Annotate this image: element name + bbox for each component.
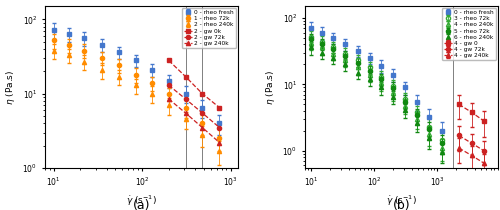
Text: (b): (b) <box>392 199 410 210</box>
X-axis label: $\dot{\gamma}$ (s$^{-1}$): $\dot{\gamma}$ (s$^{-1}$) <box>386 194 416 208</box>
Legend: 0 - rheo fresh, 3 - rheo 72k, 4 - rheo 240k, 5 - rheo 72k, 6 - rheo 240k, 4 - gw: 0 - rheo fresh, 3 - rheo 72k, 4 - rheo 2… <box>442 8 496 60</box>
Legend: 0 - rheo fresh, 1 - rheo 72k, 2 - rheo 240k, 2 - gw 0k, 2 - gw 72k, 2 - gw 240k: 0 - rheo fresh, 1 - rheo 72k, 2 - rheo 2… <box>182 8 236 48</box>
Y-axis label: $\eta$ (Pa.s): $\eta$ (Pa.s) <box>4 70 17 105</box>
Text: (a): (a) <box>132 199 150 210</box>
Y-axis label: $\eta$ (Pa.s): $\eta$ (Pa.s) <box>264 70 277 105</box>
X-axis label: $\dot{\gamma}$ (s$^{-1}$): $\dot{\gamma}$ (s$^{-1}$) <box>126 194 156 208</box>
